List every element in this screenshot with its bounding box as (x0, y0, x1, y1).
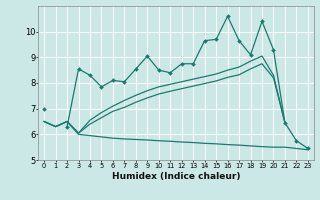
X-axis label: Humidex (Indice chaleur): Humidex (Indice chaleur) (112, 172, 240, 181)
